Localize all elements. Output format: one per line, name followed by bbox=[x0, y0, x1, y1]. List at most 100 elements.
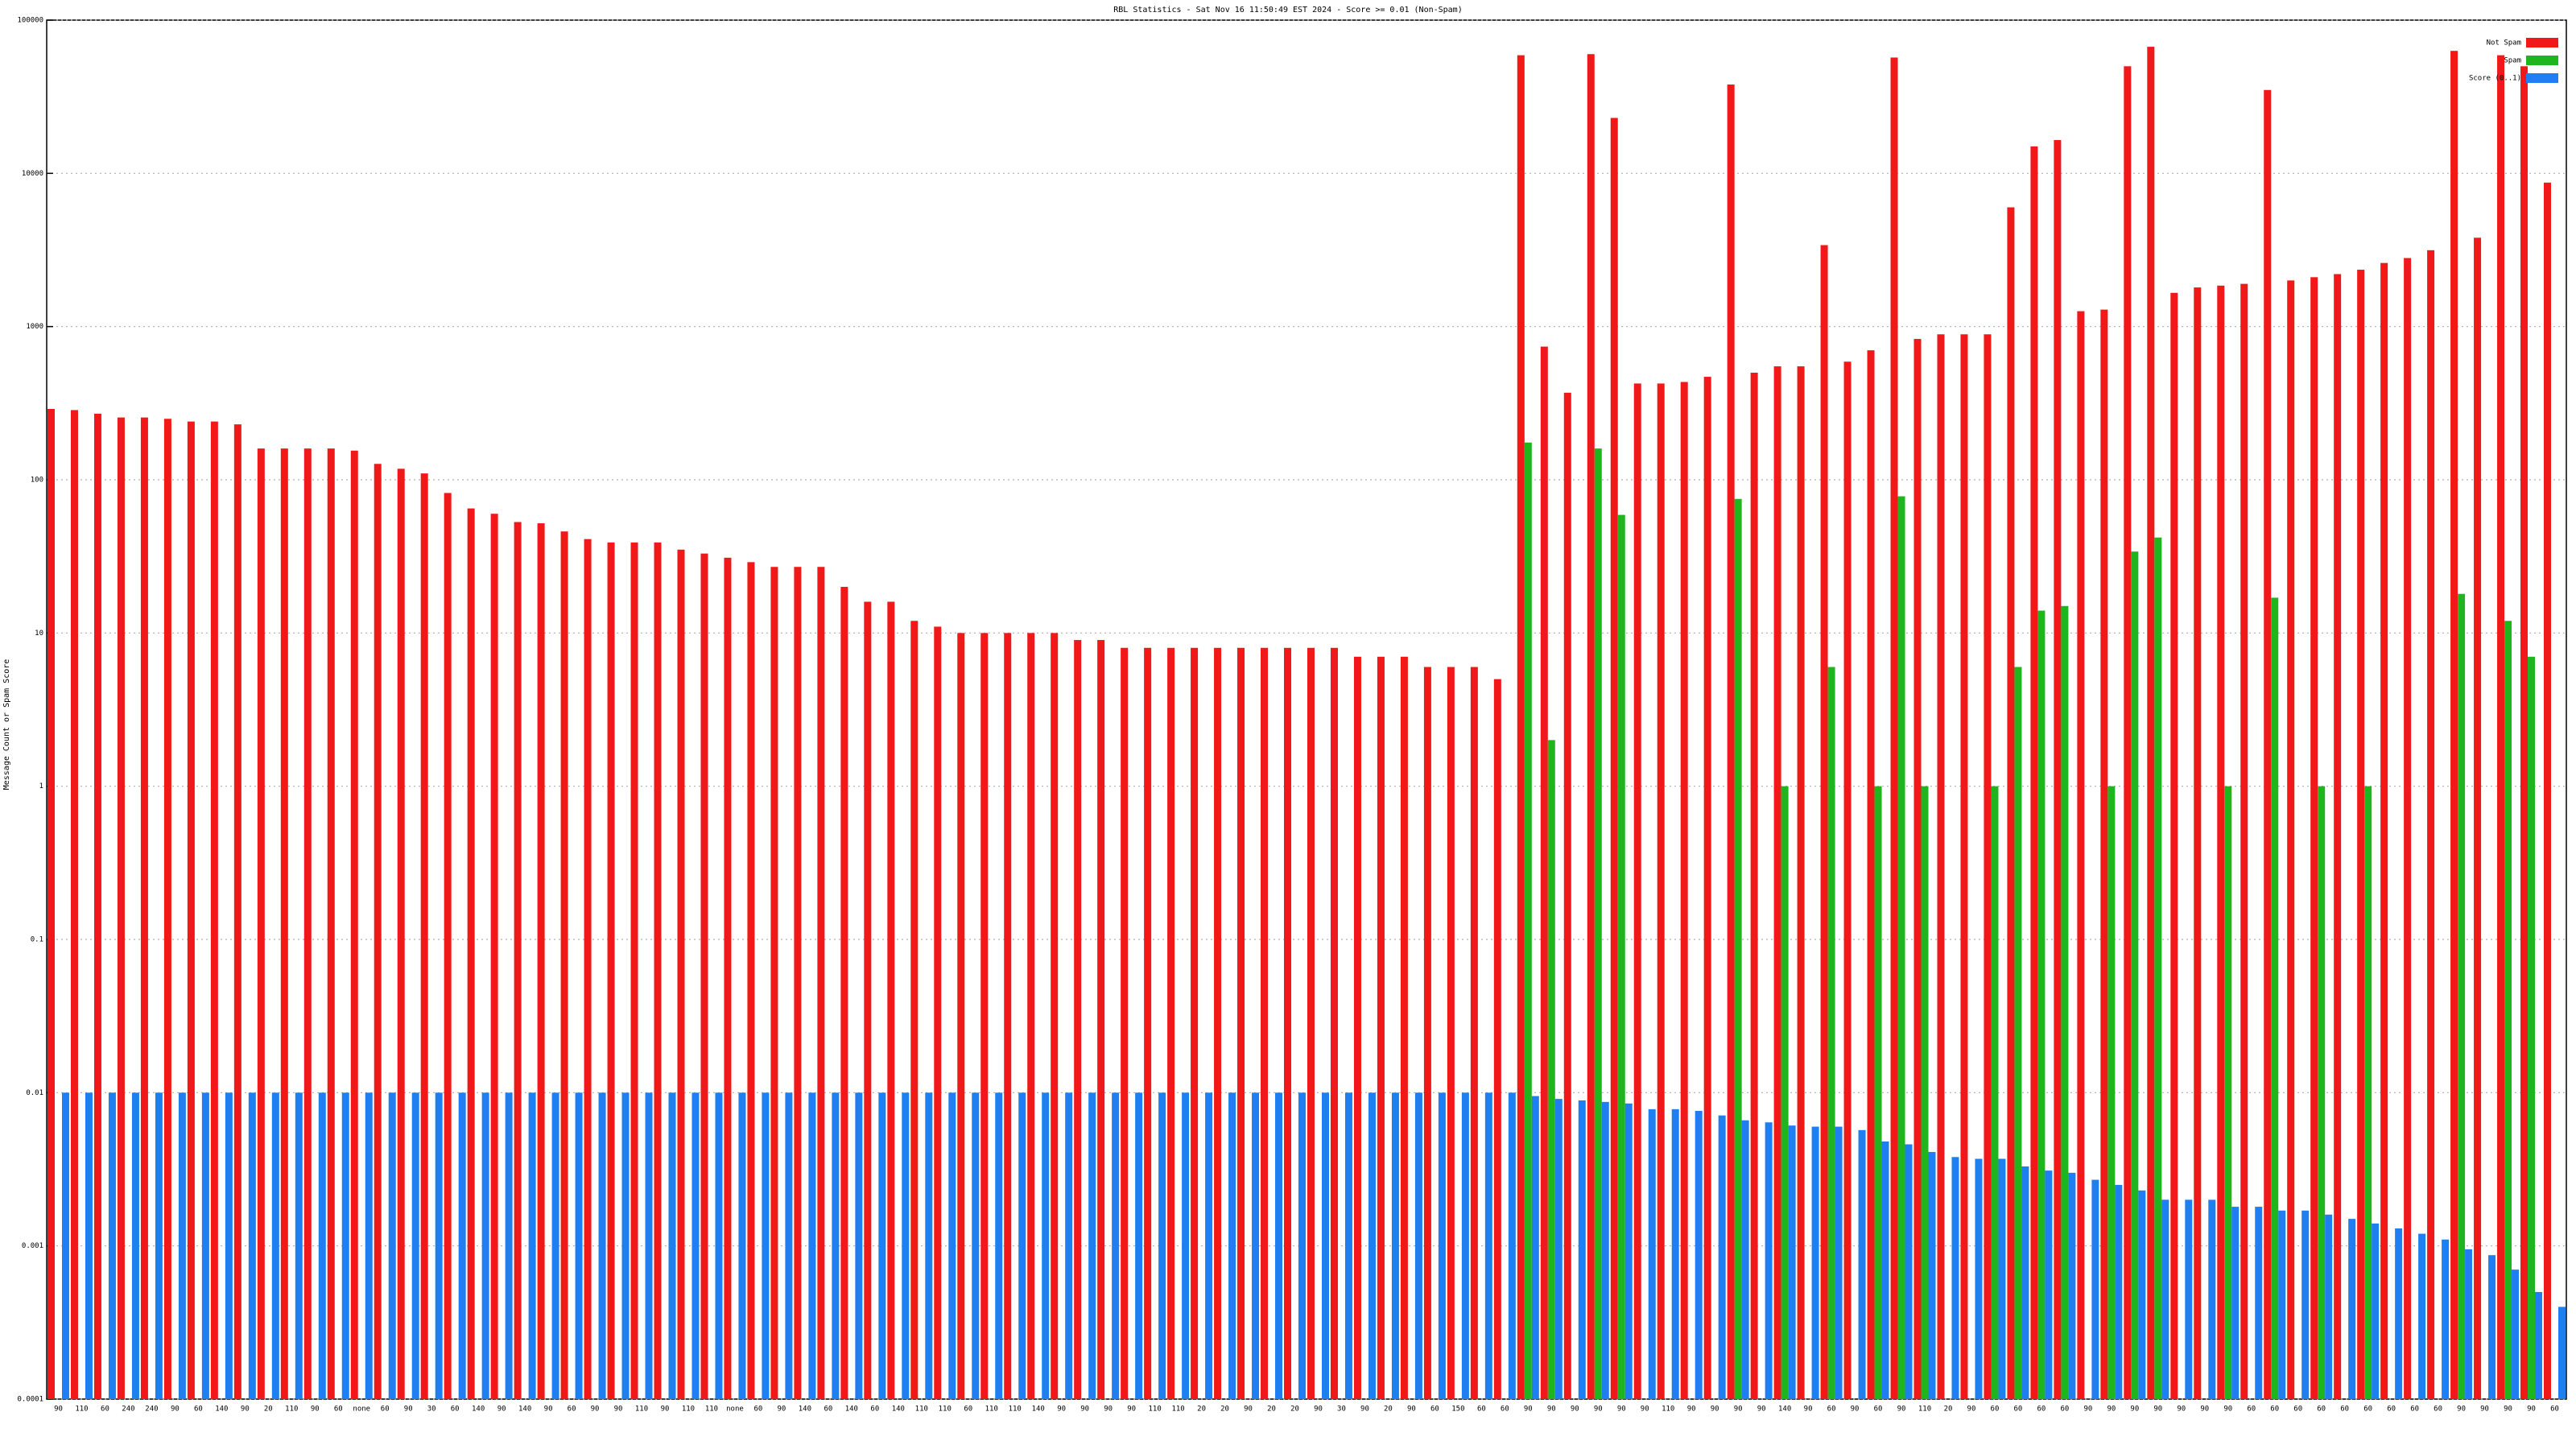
x-tick-label: 140 bbox=[215, 1406, 228, 1414]
bar bbox=[1307, 647, 1315, 1399]
bar bbox=[1275, 1092, 1283, 1399]
legend-swatch bbox=[2526, 56, 2558, 65]
bar bbox=[630, 542, 638, 1400]
x-tick-label: 60 bbox=[2037, 1406, 2046, 1414]
bar bbox=[2418, 1233, 2426, 1399]
bar bbox=[1587, 54, 1595, 1399]
bar bbox=[1554, 1099, 1563, 1399]
x-tick-label: 90 bbox=[1571, 1406, 1579, 1414]
x-tick-label: 60 bbox=[2014, 1406, 2023, 1414]
x-tick-label: 90 bbox=[1407, 1406, 1416, 1414]
bar bbox=[2138, 1190, 2146, 1399]
legend-label: Not Spam bbox=[2487, 39, 2521, 47]
bar bbox=[957, 633, 965, 1399]
bar bbox=[2068, 1172, 2076, 1399]
x-tick-label: 60 bbox=[1430, 1406, 1439, 1414]
bar bbox=[1843, 361, 1852, 1400]
bar bbox=[2427, 250, 2435, 1400]
bar bbox=[2325, 1214, 2333, 1399]
bar bbox=[607, 542, 615, 1400]
bar bbox=[1648, 1108, 1656, 1399]
x-tick-label: 90 bbox=[544, 1406, 553, 1414]
x-tick-label: 90 bbox=[1057, 1406, 1066, 1414]
bar bbox=[715, 1092, 723, 1399]
bar bbox=[1018, 1092, 1026, 1399]
bar bbox=[934, 626, 942, 1399]
bar bbox=[1391, 1092, 1399, 1399]
x-tick-label: 140 bbox=[1032, 1406, 1045, 1414]
x-tick-label: 20 bbox=[1290, 1406, 1299, 1414]
bar bbox=[1797, 366, 1805, 1400]
x-tick-label: 110 bbox=[705, 1406, 718, 1414]
bar bbox=[1228, 1092, 1236, 1399]
bar bbox=[878, 1092, 886, 1399]
bar bbox=[770, 567, 778, 1399]
bar bbox=[397, 469, 405, 1399]
bar bbox=[1951, 1157, 1959, 1399]
bar bbox=[598, 1092, 606, 1399]
bar bbox=[458, 1092, 466, 1399]
bar bbox=[2450, 51, 2458, 1400]
x-tick-label: 60 bbox=[2270, 1406, 2279, 1414]
x-tick-label: 60 bbox=[2410, 1406, 2419, 1414]
bar bbox=[131, 1092, 139, 1399]
bar bbox=[817, 567, 825, 1399]
plot-frame bbox=[46, 19, 2567, 1400]
bar bbox=[1858, 1129, 1866, 1399]
x-tick-label: 90 bbox=[2177, 1406, 2186, 1414]
x-tick-label: 20 bbox=[264, 1406, 273, 1414]
x-tick-label: 60 bbox=[2387, 1406, 2396, 1414]
bar bbox=[2504, 621, 2512, 1399]
bar bbox=[233, 424, 242, 1399]
x-tick-label: 90 bbox=[54, 1406, 63, 1414]
x-tick-label: 90 bbox=[2480, 1406, 2489, 1414]
bar bbox=[1601, 1101, 1609, 1399]
x-tick-label: none bbox=[726, 1406, 744, 1414]
x-tick-label: 140 bbox=[799, 1406, 811, 1414]
bar bbox=[444, 493, 452, 1400]
bar bbox=[2240, 283, 2248, 1399]
x-tick-label: 90 bbox=[2130, 1406, 2139, 1414]
y-axis-label: Message Count or Spam Score bbox=[2, 659, 11, 791]
y-tick-label: 0.01 bbox=[26, 1089, 43, 1097]
bar bbox=[1377, 656, 1385, 1399]
x-tick-label: 90 bbox=[311, 1406, 320, 1414]
bar bbox=[2364, 786, 2372, 1399]
bar bbox=[1984, 334, 1992, 1399]
bar bbox=[303, 448, 312, 1399]
x-tick-label: 90 bbox=[661, 1406, 670, 1414]
x-tick-label: 60 bbox=[2363, 1406, 2372, 1414]
bar bbox=[925, 1092, 933, 1399]
bar bbox=[2278, 1210, 2286, 1399]
x-tick-label: 90 bbox=[2504, 1406, 2512, 1414]
x-tick-label: 60 bbox=[824, 1406, 832, 1414]
bar bbox=[1353, 656, 1361, 1399]
x-tick-label: 240 bbox=[122, 1406, 134, 1414]
x-tick-label: 90 bbox=[614, 1406, 623, 1414]
bar bbox=[505, 1092, 513, 1399]
x-tick-label: 20 bbox=[1197, 1406, 1206, 1414]
bar bbox=[654, 542, 662, 1400]
x-tick-label: 60 bbox=[2247, 1406, 2256, 1414]
x-tick-label: 90 bbox=[2527, 1406, 2536, 1414]
bar bbox=[1827, 667, 1835, 1399]
bar bbox=[2264, 89, 2272, 1399]
bar bbox=[1781, 786, 1789, 1399]
bar bbox=[1890, 57, 1898, 1400]
bar bbox=[1182, 1092, 1190, 1399]
bar bbox=[1750, 372, 1758, 1400]
bar bbox=[1874, 786, 1882, 1399]
bar bbox=[785, 1092, 793, 1399]
x-tick-label: 30 bbox=[427, 1406, 436, 1414]
x-tick-label: 110 bbox=[1171, 1406, 1184, 1414]
bar bbox=[2372, 1223, 2380, 1399]
y-tick-label: 0.1 bbox=[31, 936, 43, 944]
bar bbox=[1144, 647, 1152, 1399]
bar bbox=[2194, 287, 2202, 1399]
bar bbox=[1298, 1092, 1307, 1399]
bar bbox=[980, 633, 989, 1399]
bar bbox=[2404, 258, 2412, 1399]
bar bbox=[1065, 1092, 1073, 1399]
bar bbox=[1998, 1158, 2006, 1399]
bar bbox=[840, 587, 848, 1399]
